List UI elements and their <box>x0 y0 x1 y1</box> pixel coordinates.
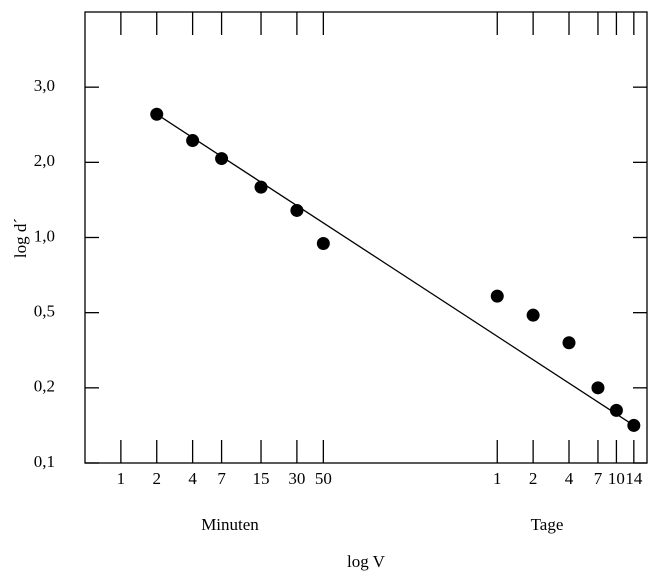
x-group-label: Tage <box>531 515 564 534</box>
x-tick-label: 14 <box>625 469 643 488</box>
trend-line <box>156 113 635 426</box>
x-tick-label: 2 <box>152 469 161 488</box>
data-point <box>627 418 641 432</box>
x-tick-label: 2 <box>529 469 538 488</box>
data-point <box>609 403 623 417</box>
x-tick-label: 1 <box>117 469 126 488</box>
plot-frame <box>84 11 648 464</box>
x-tick-label: 4 <box>188 469 197 488</box>
x-tick-label: 10 <box>608 469 625 488</box>
data-point <box>215 152 229 166</box>
y-tick-label: 3,0 <box>34 76 55 95</box>
x-tick-label: 30 <box>288 469 305 488</box>
x-tick-label: 50 <box>315 469 332 488</box>
data-point <box>562 336 576 350</box>
x-tick-label: 1 <box>493 469 502 488</box>
x-tick-label: 7 <box>594 469 603 488</box>
y-tick-label: 1,0 <box>34 226 55 245</box>
y-tick-label: 2,0 <box>34 151 55 170</box>
x-axis-label: log V <box>347 552 386 571</box>
x-group-label: Minuten <box>201 515 259 534</box>
data-point <box>316 237 330 251</box>
y-axis-label: log d´ <box>11 218 30 258</box>
x-tick-label: 15 <box>253 469 270 488</box>
y-tick-label: 0,1 <box>34 452 55 471</box>
x-tick-label: 4 <box>565 469 574 488</box>
y-tick-label: 0,2 <box>34 377 55 396</box>
data-point <box>526 308 540 322</box>
x-tick-label: 7 <box>217 469 226 488</box>
data-point <box>186 134 200 148</box>
data-point <box>254 180 268 194</box>
data-point <box>490 289 504 303</box>
y-tick-label: 0,5 <box>34 302 55 321</box>
data-point <box>150 107 164 121</box>
data-point <box>290 203 304 217</box>
data-point <box>591 381 605 395</box>
